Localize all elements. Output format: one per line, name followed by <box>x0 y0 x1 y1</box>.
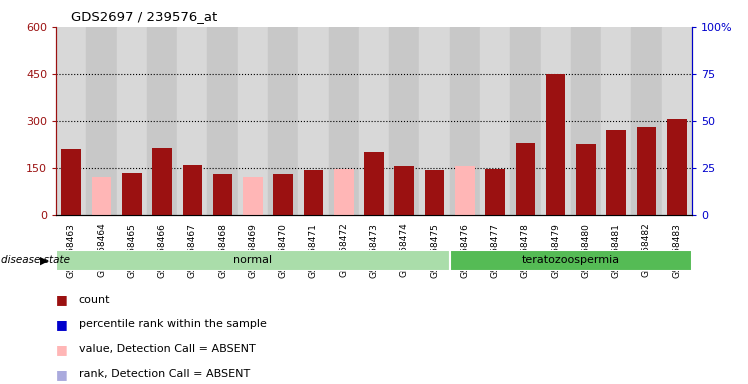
Bar <box>389 27 420 215</box>
Bar <box>425 170 444 215</box>
Bar <box>571 27 601 215</box>
Bar <box>541 27 571 215</box>
Text: teratozoospermia: teratozoospermia <box>522 255 620 265</box>
Bar <box>546 74 565 215</box>
Bar <box>364 152 384 215</box>
Bar <box>662 27 692 215</box>
Bar <box>631 27 662 215</box>
Bar <box>576 144 595 215</box>
Text: rank, Detection Call = ABSENT: rank, Detection Call = ABSENT <box>79 369 250 379</box>
Bar <box>637 127 656 215</box>
Text: ▶: ▶ <box>40 255 49 265</box>
Bar <box>212 174 233 215</box>
Bar <box>147 27 177 215</box>
Bar <box>607 131 626 215</box>
Bar <box>56 250 450 271</box>
Text: disease state: disease state <box>1 255 70 265</box>
Bar <box>485 169 505 215</box>
Bar <box>394 166 414 215</box>
Text: GDS2697 / 239576_at: GDS2697 / 239576_at <box>71 10 218 23</box>
Bar <box>450 27 480 215</box>
Bar <box>183 165 202 215</box>
Text: normal: normal <box>233 255 272 265</box>
Bar <box>304 170 323 215</box>
Bar <box>455 166 475 215</box>
Bar <box>207 27 238 215</box>
Bar <box>92 177 111 215</box>
Bar <box>334 169 354 215</box>
Text: value, Detection Call = ABSENT: value, Detection Call = ABSENT <box>79 344 255 354</box>
Bar <box>273 174 293 215</box>
Bar <box>268 27 298 215</box>
Bar <box>420 27 450 215</box>
Bar <box>480 27 510 215</box>
Bar <box>298 27 328 215</box>
Bar <box>177 27 207 215</box>
Bar <box>122 173 141 215</box>
Bar <box>153 147 172 215</box>
Bar <box>450 250 692 271</box>
Bar <box>243 177 263 215</box>
Bar <box>117 27 147 215</box>
Text: ■: ■ <box>56 343 68 356</box>
Bar <box>515 143 536 215</box>
Bar <box>667 119 687 215</box>
Text: percentile rank within the sample: percentile rank within the sample <box>79 319 266 329</box>
Bar <box>238 27 268 215</box>
Text: ■: ■ <box>56 368 68 381</box>
Bar <box>61 149 81 215</box>
Bar <box>56 27 86 215</box>
Bar <box>359 27 389 215</box>
Text: count: count <box>79 295 110 305</box>
Text: ■: ■ <box>56 318 68 331</box>
Bar <box>510 27 541 215</box>
Bar <box>328 27 359 215</box>
Bar <box>86 27 117 215</box>
Text: ■: ■ <box>56 293 68 306</box>
Bar <box>601 27 631 215</box>
